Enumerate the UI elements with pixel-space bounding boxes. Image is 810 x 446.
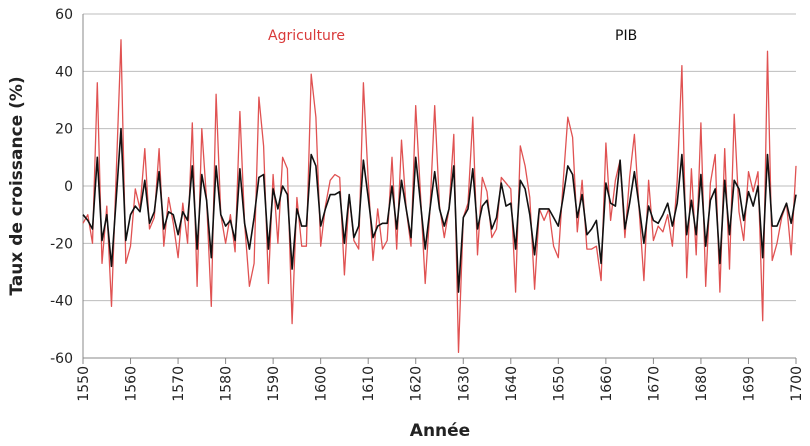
x-tick-label: 1670 xyxy=(646,366,662,402)
x-tick-label: 1570 xyxy=(171,366,187,402)
x-tick-label: 1590 xyxy=(266,366,282,402)
x-tick-label: 1660 xyxy=(599,366,615,402)
y-tick-label: -60 xyxy=(50,351,73,367)
x-tick-label: 1620 xyxy=(409,366,425,402)
y-tick-label: 0 xyxy=(64,179,73,195)
x-tick-label: 1640 xyxy=(504,366,520,402)
series-line-pib xyxy=(82,127,797,293)
y-tick-label: -20 xyxy=(50,236,73,252)
x-tick-label: 1690 xyxy=(741,366,757,402)
x-tick-label: 1680 xyxy=(694,366,710,402)
x-tick-label: 1630 xyxy=(456,366,472,402)
legend-pib: PIB xyxy=(615,28,637,44)
legend-agriculture: Agriculture xyxy=(268,28,345,44)
x-tick-label: 1600 xyxy=(314,366,330,402)
x-tick-label: 1550 xyxy=(76,366,92,402)
y-tick-label: 40 xyxy=(55,64,73,80)
x-tick-label: 1560 xyxy=(124,366,140,402)
y-axis-title: Taux de croissance (%) xyxy=(7,76,27,295)
y-tick-label: 20 xyxy=(55,122,73,138)
series-lines xyxy=(82,39,797,353)
y-tick-label: -40 xyxy=(50,294,73,310)
y-tick-label: 60 xyxy=(55,7,73,23)
x-tick-label: 1700 xyxy=(789,366,805,402)
x-tick-label: 1610 xyxy=(361,366,377,402)
x-tick-label: 1650 xyxy=(551,366,567,402)
x-tick-label: 1580 xyxy=(219,366,235,402)
x-axis-title: Année xyxy=(410,421,470,441)
y-tick-labels: 60 40 20 0 -20 -40 -60 xyxy=(50,7,73,367)
x-tick-labels: 1550 1560 1570 1580 1590 1600 1610 1620 1630 1640… xyxy=(76,358,805,402)
